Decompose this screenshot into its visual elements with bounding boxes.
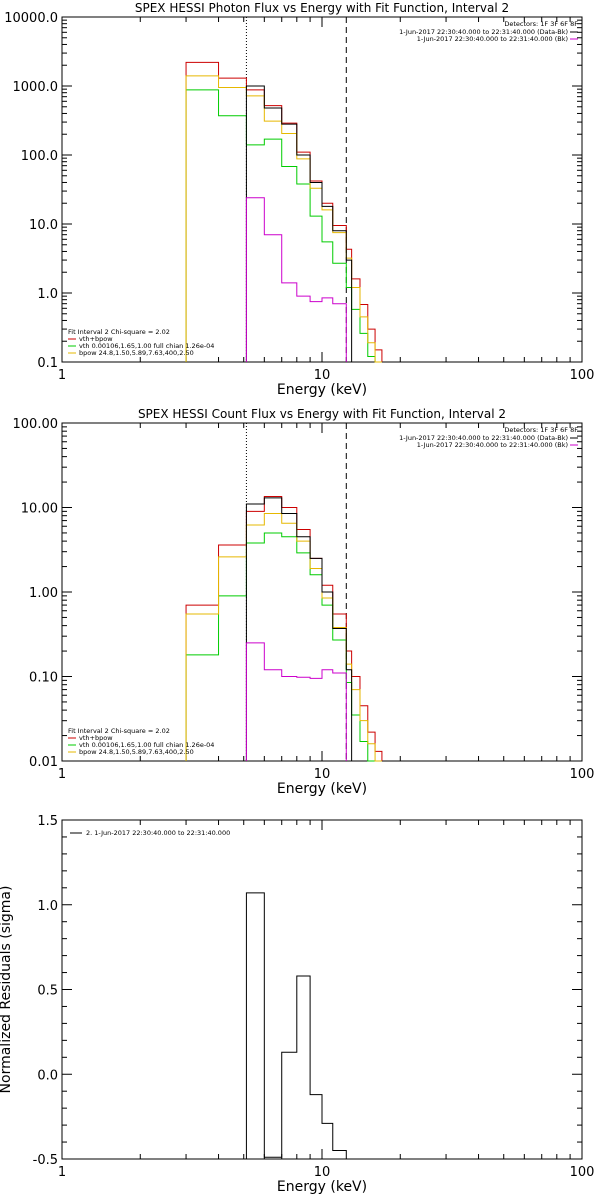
y-tick-label: 0.5 <box>37 984 58 999</box>
legend-fit-title: Fit Interval 2 Chi-square = 2.02 <box>68 727 170 735</box>
y-tick-label: 0.0 <box>37 1068 58 1083</box>
x-tick-label: 100 <box>570 1165 595 1180</box>
y-tick-label: 1.00 <box>29 586 58 601</box>
series-vth-bpow-line <box>185 61 383 362</box>
legend-left-item: vth 0.00106,1.65,1.00 full chian 1.26e-0… <box>79 741 214 749</box>
legend-left-item: vth+bpow <box>79 734 113 742</box>
y-tick-label: 1.0 <box>37 899 58 914</box>
y-tick-label: -0.5 <box>33 1153 58 1168</box>
series-vth-bpow-line <box>185 495 383 761</box>
y-tick-label: 0.01 <box>29 755 58 770</box>
x-axis-label: Energy (keV) <box>277 781 367 797</box>
x-axis-label: Energy (keV) <box>277 382 367 398</box>
chart-1: SPEX HESSI Photon Flux vs Energy with Fi… <box>4 1 594 398</box>
legend-left-item: 2. 1-Jun-2017 22:30:40.000 to 22:31:40.0… <box>86 829 230 837</box>
x-tick-label: 10 <box>314 767 331 782</box>
legend-right-item: 1-Jun-2017 22:30:40.000 to 22:31:40.000 … <box>417 441 568 449</box>
y-tick-label: 1.5 <box>37 814 58 829</box>
y-axis-label: Normalized Residuals (sigma) <box>0 886 14 1094</box>
chart-title: SPEX HESSI Count Flux vs Energy with Fit… <box>138 407 506 421</box>
legend-left-item: vth+bpow <box>79 335 113 343</box>
y-tick-label: 0.1 <box>37 356 58 371</box>
legend-left-item: bpow 24.8,1.50,5.89,7.63,400,2.50 <box>79 349 194 357</box>
chart-2: SPEX HESSI Count Flux vs Energy with Fit… <box>13 407 595 797</box>
y-tick-label: 100.0 <box>21 149 58 164</box>
series-bk-line <box>245 642 347 761</box>
y-tick-label: 0.10 <box>29 671 58 686</box>
series-data-bk-line <box>245 85 353 362</box>
y-tick-label: 10.0 <box>29 218 58 233</box>
series-data-bk-line <box>245 497 353 761</box>
x-tick-label: 10 <box>314 1165 331 1180</box>
legend-right-item: 1-Jun-2017 22:30:40.000 to 22:31:40.000 … <box>399 28 568 36</box>
legend-left-item: bpow 24.8,1.50,5.89,7.63,400,2.50 <box>79 748 194 756</box>
legend-fit-title: Fit Interval 2 Chi-square = 2.02 <box>68 328 170 336</box>
y-tick-label: 10000.0 <box>4 11 58 26</box>
series-vth-line <box>185 89 382 363</box>
legend-detectors: Detectors: 1F 3F 6F 8F <box>504 426 578 434</box>
y-tick-label: 1.0 <box>37 287 58 302</box>
x-tick-label: 1 <box>58 368 66 383</box>
chart-3: 1 10 100 Energy (keV) -0.5 0.0 0.5 1.0 1.5 Normal… <box>0 814 594 1195</box>
y-tick-label: 10.00 <box>21 502 58 517</box>
x-tick-label: 100 <box>570 368 595 383</box>
legend-left-item: vth 0.00106,1.65,1.00 full chian 1.26e-0… <box>79 342 214 350</box>
y-tick-label: 1000.0 <box>13 80 59 95</box>
series-vth-line <box>185 532 382 762</box>
x-tick-label: 1 <box>58 767 66 782</box>
x-tick-label: 1 <box>58 1165 66 1180</box>
series-bk-line <box>245 197 347 362</box>
legend-detectors: Detectors: 1F 3F 6F 8F <box>504 20 578 28</box>
legend-right-item: 1-Jun-2017 22:30:40.000 to 22:31:40.000 … <box>399 434 568 442</box>
x-tick-label: 100 <box>570 767 595 782</box>
series-residuals-line <box>245 892 347 1159</box>
x-axis-label: Energy (keV) <box>277 1179 367 1195</box>
series-bpow-line <box>185 75 382 363</box>
x-tick-label: 10 <box>314 368 331 383</box>
y-tick-label: 100.00 <box>13 417 59 432</box>
legend-right-item: 1-Jun-2017 22:30:40.000 to 22:31:40.000 … <box>417 35 568 43</box>
series-bpow-line <box>185 512 382 762</box>
chart-title: SPEX HESSI Photon Flux vs Energy with Fi… <box>135 1 509 15</box>
